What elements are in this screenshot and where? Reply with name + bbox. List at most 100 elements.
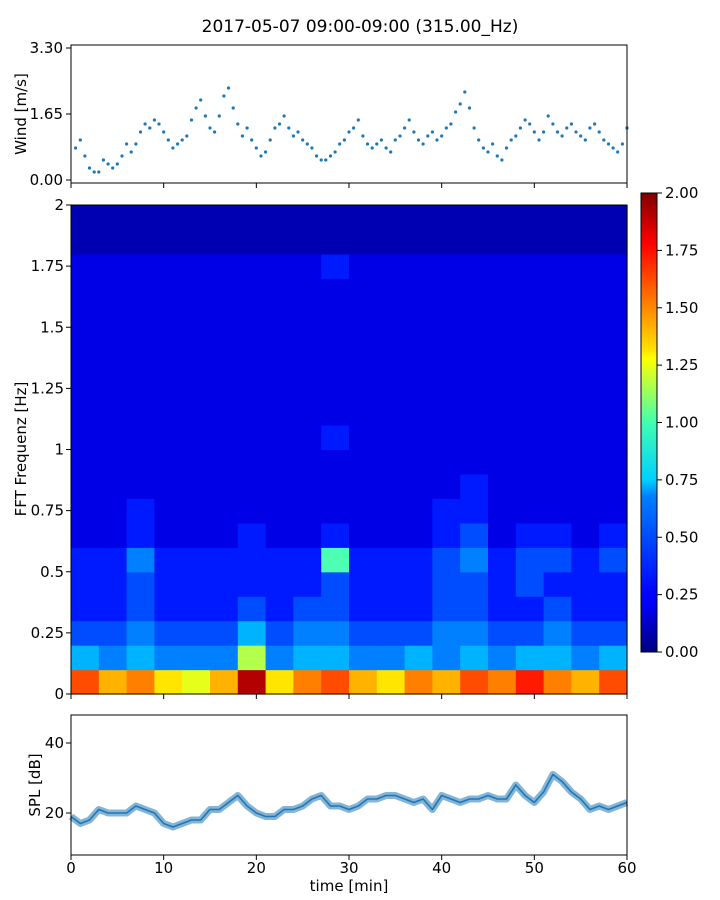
spectrogram-cell	[182, 547, 211, 573]
spectrogram-cell	[404, 351, 433, 377]
spectrogram-cell	[293, 596, 322, 622]
colorbar-tick-label: 1.50	[665, 299, 698, 317]
spectrogram-cell	[210, 547, 239, 573]
spectrogram-cell	[98, 253, 128, 279]
spectrogram-cell	[432, 302, 461, 328]
spectrogram-cell	[460, 473, 489, 499]
spectrogram-cell	[488, 596, 517, 622]
spectrogram-cell	[349, 669, 378, 695]
spectrogram-cell	[126, 376, 155, 402]
spectrogram-cell	[210, 645, 239, 671]
spectrogram-cell	[98, 669, 128, 695]
spectrogram-cell	[293, 253, 322, 279]
wind-point	[92, 170, 96, 174]
spectrogram-cell	[432, 253, 461, 279]
spectrogram-cell	[98, 400, 128, 426]
spectrogram-cell	[71, 547, 100, 573]
spectrogram-cell	[571, 425, 600, 451]
spectrogram-y-axis-label: FFT Frequenz [Hz]	[12, 382, 30, 517]
spectrogram-cell	[349, 473, 378, 499]
spectrogram-cell	[376, 302, 406, 328]
spectrogram-cell	[321, 645, 350, 671]
spectrogram-cell	[376, 253, 406, 279]
spectrogram-y-tick-label: 0	[54, 685, 64, 703]
wind-point	[226, 86, 231, 90]
spectrogram-cell	[432, 205, 461, 231]
spectrogram-cell	[404, 620, 433, 646]
spectrogram-cell	[210, 376, 239, 402]
spectrogram-cell	[265, 253, 294, 279]
spectrogram-cell	[349, 278, 378, 304]
wind-point	[393, 138, 397, 142]
colorbar: 0.00 0.25 0.50 0.75 1.00 1.25 1.50 1.75 2.00	[640, 184, 698, 661]
spectrogram-cell	[126, 229, 155, 255]
spl-x-tick-label: 20	[247, 859, 266, 877]
wind-point	[152, 118, 156, 122]
spectrogram-cell	[210, 278, 239, 304]
spectrogram-cell	[571, 376, 600, 402]
spectrogram-cell	[599, 620, 628, 646]
wind-point	[412, 130, 416, 134]
spectrogram-cell	[460, 278, 489, 304]
spectrogram-cell	[210, 571, 239, 597]
spectrogram-cell	[543, 302, 572, 328]
spectrogram-cell	[432, 645, 461, 671]
spectrogram-cell	[599, 302, 628, 328]
spectrogram-cell	[432, 278, 461, 304]
spectrogram-cell	[376, 669, 406, 695]
spectrogram-cell	[432, 425, 461, 451]
spectrogram-cell	[154, 473, 183, 499]
spectrogram-cell	[515, 571, 545, 597]
wind-point	[579, 134, 583, 138]
spectrogram-cell	[515, 425, 545, 451]
spectrogram-cell	[571, 645, 600, 671]
spectrogram-heatmap	[71, 205, 628, 695]
spectrogram-cell	[237, 376, 267, 402]
wind-point	[611, 146, 615, 150]
wind-point	[495, 154, 499, 158]
wind-point	[87, 166, 92, 170]
spl-x-tick-label: 0	[66, 859, 76, 877]
spectrogram-cell	[599, 571, 628, 597]
spectrogram-cell	[460, 571, 489, 597]
spectrogram-cell	[432, 620, 461, 646]
wind-point	[74, 146, 78, 150]
spectrogram-cell	[543, 400, 572, 426]
spectrogram-cell	[98, 498, 128, 524]
spectrogram-cell	[126, 596, 155, 622]
spl-x-tick-label: 60	[617, 859, 636, 877]
spectrogram-cell	[543, 253, 572, 279]
spectrogram-cell	[543, 498, 572, 524]
colorbar-tick-label: 1.75	[665, 241, 698, 259]
spectrogram-cell	[404, 498, 433, 524]
spectrogram-cell	[376, 547, 406, 573]
wind-point	[217, 114, 221, 118]
wind-y-tick-label: 1.65	[30, 105, 63, 123]
spectrogram-cell	[488, 425, 517, 451]
spectrogram-cell	[237, 205, 267, 231]
spectrogram-cell	[126, 351, 155, 377]
wind-point	[403, 126, 407, 130]
spectrogram-cell	[126, 547, 155, 573]
spectrogram-cell	[71, 645, 100, 671]
wind-point	[97, 170, 101, 174]
spectrogram-cell	[237, 253, 267, 279]
spectrogram-cell	[154, 205, 183, 231]
spectrogram-cell	[349, 425, 378, 451]
spectrogram-cell	[349, 620, 378, 646]
wind-point	[486, 150, 490, 154]
spectrogram-cell	[293, 571, 322, 597]
spectrogram-cell	[293, 620, 322, 646]
spectrogram-cell	[488, 229, 517, 255]
spectrogram-cell	[265, 425, 294, 451]
spectrogram-cell	[182, 522, 211, 548]
wind-point	[111, 166, 115, 170]
spectrogram-cell	[321, 229, 350, 255]
spectrogram-cell	[599, 327, 628, 353]
spectrogram-cell	[182, 205, 211, 231]
spectrogram-cell	[599, 205, 628, 231]
spectrogram-cell	[376, 278, 406, 304]
wind-point	[449, 122, 453, 126]
spectrogram-cell	[265, 498, 294, 524]
spectrogram-cell	[237, 327, 267, 353]
